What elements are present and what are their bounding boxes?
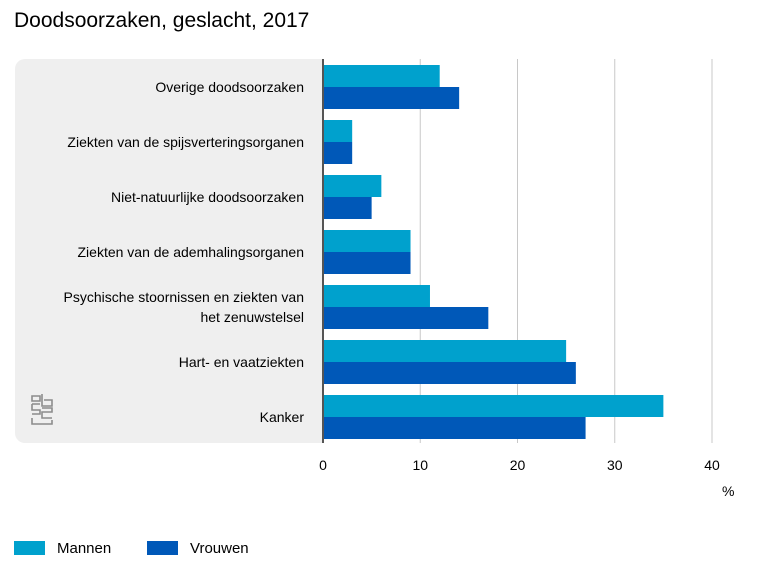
bar-vrouwen: [323, 362, 576, 384]
bar-mannen: [323, 285, 430, 307]
x-tick-label: 10: [412, 457, 428, 473]
bar-mannen: [323, 65, 440, 87]
x-tick-label: 20: [510, 457, 526, 473]
x-tick-label: 30: [607, 457, 623, 473]
category-label: Hart- en vaatziekten: [179, 354, 304, 370]
legend-label-mannen: Mannen: [57, 539, 112, 557]
gridlines: [419, 59, 713, 443]
category-label: Psychische stoornissen en ziekten van het…: [64, 289, 304, 325]
chart-title: Doodsoorzaken, geslacht, 2017: [14, 9, 310, 32]
x-tick-labels: 0 10 20 30 40: [319, 457, 720, 473]
category-label: Ziekten van de spijsverteringsorganen: [67, 134, 304, 150]
bar-vrouwen: [323, 307, 489, 329]
category-label: Kanker: [260, 409, 305, 425]
x-axis-unit: %: [722, 483, 735, 499]
category-labels: Overige doodsoorzaken Ziekten van de spij…: [64, 79, 305, 425]
bar-vrouwen: [323, 87, 460, 109]
bar-vrouwen: [323, 142, 353, 164]
x-tick-label: 40: [704, 457, 720, 473]
bar-mannen: [323, 395, 664, 417]
legend-swatch-vrouwen: [147, 541, 178, 555]
legend-swatch-mannen: [14, 541, 45, 555]
legend-label-vrouwen: Vrouwen: [190, 539, 249, 557]
bar-vrouwen: [323, 417, 586, 439]
bar-vrouwen: [323, 252, 411, 274]
bar-vrouwen: [323, 197, 372, 219]
legend-item-vrouwen: Vrouwen: [147, 538, 249, 558]
bars: [323, 65, 664, 439]
category-label: Ziekten van de ademhalingsorganen: [78, 244, 305, 260]
bar-mannen: [323, 175, 382, 197]
x-tick-label: 0: [319, 457, 327, 473]
bar-mannen: [323, 120, 353, 142]
bar-mannen: [323, 340, 567, 362]
category-label: Niet-natuurlijke doodsoorzaken: [111, 189, 304, 205]
bar-mannen: [323, 230, 411, 252]
legend-item-mannen: Mannen: [14, 538, 111, 558]
cbs-logo-icon: [31, 394, 53, 425]
category-label: Overige doodsoorzaken: [155, 79, 304, 95]
